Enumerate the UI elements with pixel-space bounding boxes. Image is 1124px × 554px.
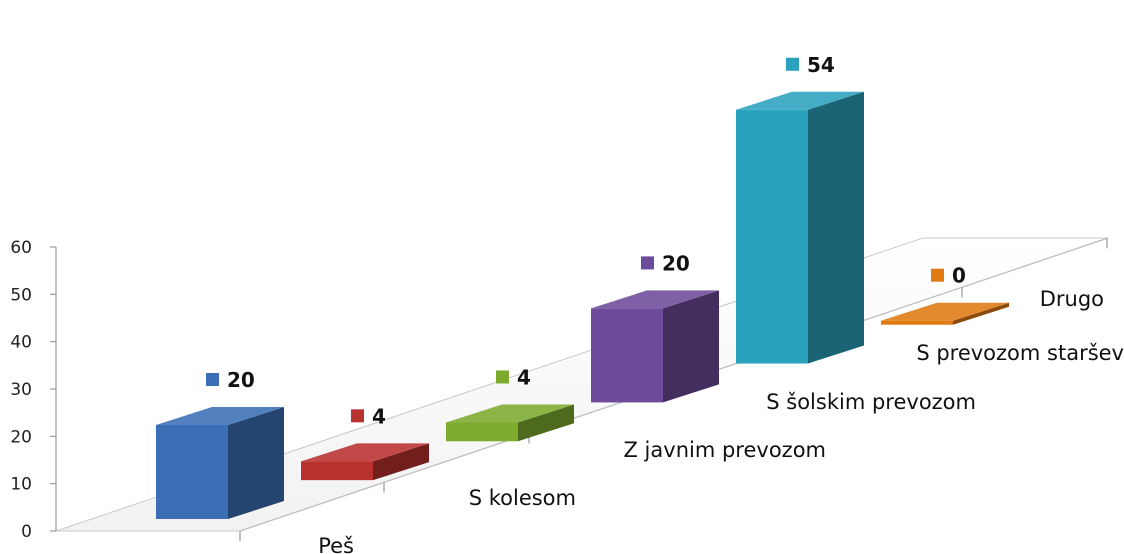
bar-side [663,290,719,403]
category-label: S prevozom staršev [916,341,1124,365]
category-label: Drugo [1040,287,1104,311]
bar-front [591,308,663,403]
bar-front [156,425,228,519]
y-tick-label: 20 [10,427,32,447]
data-label-swatch [206,373,219,386]
labels: 20 Peš 4 S kolesom 4 Z javnim prevozom 20 S šol… [206,53,1124,554]
bar [881,302,1009,325]
data-label: 0 [952,264,966,288]
data-label-swatch [786,57,799,71]
data-label-swatch [496,370,509,384]
bar-top [446,404,574,423]
category-label: Z javnim prevozom [624,438,827,462]
bar [301,443,429,481]
category-label: Peš [318,534,354,554]
bar-front [301,461,373,481]
data-label: 20 [227,368,255,392]
bar-front [881,320,953,325]
data-label: 54 [807,53,835,77]
bar-side [228,407,284,519]
category-label: S kolesom [469,486,576,510]
bar [591,290,719,403]
data-label: 20 [662,251,690,275]
y-tick-label: 30 [10,380,32,400]
y-tick-label: 10 [10,475,32,495]
y-tick-label: 50 [10,285,32,305]
bars [156,91,1009,519]
data-label-swatch [641,256,654,270]
bar [156,407,284,519]
data-label: 4 [517,365,531,389]
data-label-swatch [931,268,944,282]
bar-front [736,109,808,364]
y-tick-label: 60 [10,238,32,258]
bar [736,91,864,364]
y-tick-label: 40 [10,333,32,353]
y-tick-label: 0 [21,522,32,542]
bar-top [881,302,1009,321]
bar [446,404,574,442]
bar-top [301,443,429,462]
category-label: S šolskim prevozom [766,390,976,414]
bar-top [591,290,719,309]
data-label: 4 [372,404,386,428]
bar-side [953,302,1009,325]
bar-front [446,422,518,442]
bar-side [808,91,864,364]
data-label-swatch [351,409,364,423]
bar-top [156,407,284,425]
bar-side [373,443,429,481]
bar-side [518,404,574,442]
bar-top [736,91,864,110]
